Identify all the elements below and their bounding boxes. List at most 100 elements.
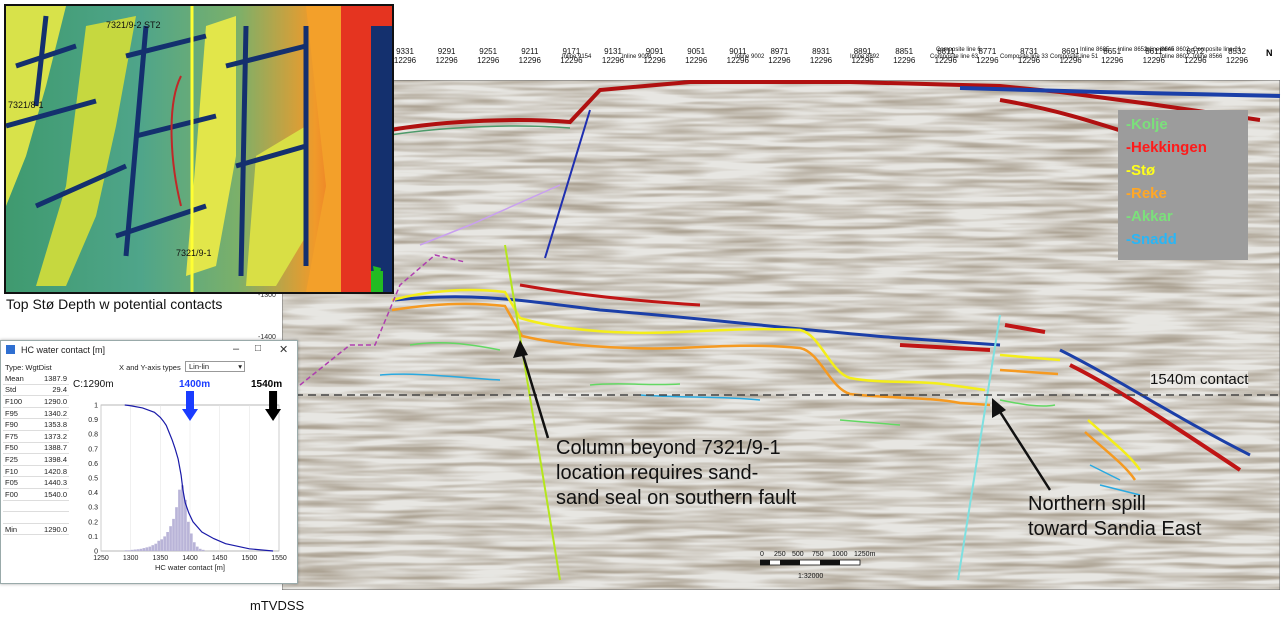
stat-value: 1290.0 bbox=[33, 523, 69, 536]
inline-label: Inline 8602 bbox=[1160, 54, 1190, 60]
trace-label: 8811 12296 bbox=[926, 47, 966, 65]
stat-value: 1388.7 bbox=[33, 442, 69, 455]
stat-key: F90 bbox=[3, 418, 34, 431]
type-label: Type: WgtDist bbox=[5, 363, 52, 372]
stat-value: 1353.8 bbox=[33, 418, 69, 431]
inline-label: Inline 8645 bbox=[1145, 47, 1175, 53]
legend-item-akkar: -Akkar bbox=[1126, 208, 1173, 225]
close-button[interactable]: ✕ bbox=[279, 344, 289, 356]
maximize-button[interactable]: □ bbox=[255, 343, 262, 354]
scale-ratio: 1:32000 bbox=[798, 573, 823, 580]
trace-number: 8971 bbox=[770, 47, 789, 56]
stats-row: F100 1290.0 bbox=[3, 395, 69, 408]
x-tick-label: 1550 bbox=[271, 555, 287, 562]
trace-number: 9011 bbox=[729, 47, 747, 56]
x-tick-label: 1350 bbox=[153, 555, 169, 562]
stats-row bbox=[3, 500, 69, 513]
stats-row: F25 1398.4 bbox=[3, 453, 69, 466]
legend-item-sto: -Stø bbox=[1126, 162, 1156, 179]
stats-row: Std 29.4 bbox=[3, 384, 69, 397]
y-tick-label: 0.2 bbox=[88, 519, 98, 526]
exceedance-curve bbox=[124, 404, 274, 552]
trace-xline: 12296 bbox=[1017, 56, 1041, 65]
trace-label: 9131 12296 bbox=[593, 47, 633, 65]
trace-label: 8651 12296 bbox=[1092, 47, 1132, 65]
stats-row: F90 1353.8 bbox=[3, 418, 69, 431]
trace-number: 9091 bbox=[645, 47, 664, 56]
trace-xline: 12296 bbox=[1101, 56, 1124, 65]
axis-type-select[interactable]: Lin-lin ▾ bbox=[185, 361, 245, 372]
well-label: 7321/8-1 bbox=[8, 100, 44, 110]
trace-xline: 12296 bbox=[601, 56, 625, 65]
y-tick-label: 0 bbox=[94, 549, 98, 556]
stat-key: F50 bbox=[3, 442, 34, 455]
trace-xline: 12296 bbox=[643, 56, 666, 65]
trace-number: 9291 bbox=[437, 47, 456, 56]
trace-label: 9171 12296 bbox=[551, 47, 591, 65]
stats-row: F00 1540.0 bbox=[3, 488, 69, 501]
minimize-button[interactable]: – bbox=[233, 343, 240, 355]
stat-value: 1387.9 bbox=[33, 373, 69, 385]
stat-value bbox=[33, 511, 69, 524]
blue-arrow-icon bbox=[182, 391, 198, 421]
depth-unit-label: mTVDSS bbox=[250, 598, 305, 613]
contact-label: 1540m contact bbox=[1150, 371, 1249, 388]
northern-spill-annotation: Northern spill toward Sandia East bbox=[1028, 492, 1201, 542]
trace-number: 8691 bbox=[1061, 47, 1080, 56]
trace-xline: 12296 bbox=[685, 56, 708, 65]
scale-tick: 750 bbox=[812, 551, 824, 558]
histogram-bar bbox=[169, 526, 172, 551]
histogram-bar bbox=[124, 550, 128, 551]
trace-xline: 12296 bbox=[1225, 56, 1249, 65]
x-tick-label: 1450 bbox=[212, 555, 228, 562]
scale-tick: 500 bbox=[792, 551, 804, 558]
scale-tick: 0 bbox=[760, 551, 764, 558]
stats-row: Mean 1387.9 bbox=[3, 373, 69, 385]
trace-xline: 12296 bbox=[726, 56, 749, 65]
legend-item-snadd: -Snadd bbox=[1126, 231, 1177, 248]
trace-number: 9211 bbox=[521, 47, 539, 56]
inline-label: Inline 9098 bbox=[622, 54, 652, 60]
stat-key: Min bbox=[3, 523, 34, 536]
stat-value: 1340.2 bbox=[33, 407, 69, 420]
stats-row: F95 1340.2 bbox=[3, 407, 69, 420]
trace-label: 8572 12296 bbox=[1175, 47, 1215, 65]
hc-contact-chart: 1250 1300 1350 1400 1450 1500 1550 0 0.1 0.2 0.3 0.… bbox=[73, 379, 287, 572]
inline-label: Inline 8685 bbox=[1080, 47, 1110, 53]
y-tick-label: 1 bbox=[94, 403, 98, 410]
marker-label-blue: 1400m bbox=[179, 379, 210, 390]
hc-water-contact-window[interactable]: HC water contact [m] – □ ✕ Type: WgtDist… bbox=[0, 340, 298, 584]
trace-xline: 12296 bbox=[934, 56, 957, 65]
stat-key bbox=[3, 511, 34, 524]
axis-type-label: X and Y-axis types bbox=[119, 363, 181, 372]
trace-xline: 12296 bbox=[393, 56, 417, 65]
trace-xline: 12296 bbox=[809, 56, 833, 65]
trace-number: 9051 bbox=[687, 47, 706, 56]
legend-item-reke: -Reke bbox=[1126, 185, 1167, 202]
trace-label: 9211 12296 bbox=[510, 47, 550, 65]
window-titlebar[interactable]: HC water contact [m] – □ ✕ bbox=[1, 341, 297, 359]
legend-item-hekkingen: -Hekkingen bbox=[1126, 139, 1207, 156]
histogram-bar bbox=[142, 548, 146, 551]
trace-number: 8931 bbox=[812, 47, 830, 56]
histogram-bar bbox=[172, 518, 175, 551]
histogram-bar bbox=[154, 543, 158, 551]
trace-xline: 12296 bbox=[435, 56, 458, 65]
inline-label: Inline 8602 bbox=[1160, 47, 1190, 53]
trace-number: 8731 bbox=[1020, 47, 1038, 56]
trace-label: 8851 12296 bbox=[884, 47, 924, 65]
y-tick-label: 0.6 bbox=[88, 461, 98, 468]
depth-map-inset: 7321/9-2 ST2 7321/8-1 7321/9-1 bbox=[4, 4, 394, 294]
inline-label: Composite line 63 bbox=[930, 54, 979, 60]
stats-row: F50 1388.7 bbox=[3, 442, 69, 455]
histogram-bar bbox=[136, 549, 140, 551]
black-arrow-icon bbox=[265, 391, 282, 421]
histogram-bar bbox=[178, 489, 181, 551]
histogram-bar bbox=[133, 549, 137, 551]
well-label: 7321/9-1 bbox=[176, 248, 212, 258]
trace-label: 9011 12296 bbox=[718, 47, 758, 65]
north-label: N bbox=[1266, 48, 1273, 58]
trace-number: 8651 bbox=[1103, 47, 1122, 56]
scale-tick: 1250m bbox=[854, 551, 876, 558]
